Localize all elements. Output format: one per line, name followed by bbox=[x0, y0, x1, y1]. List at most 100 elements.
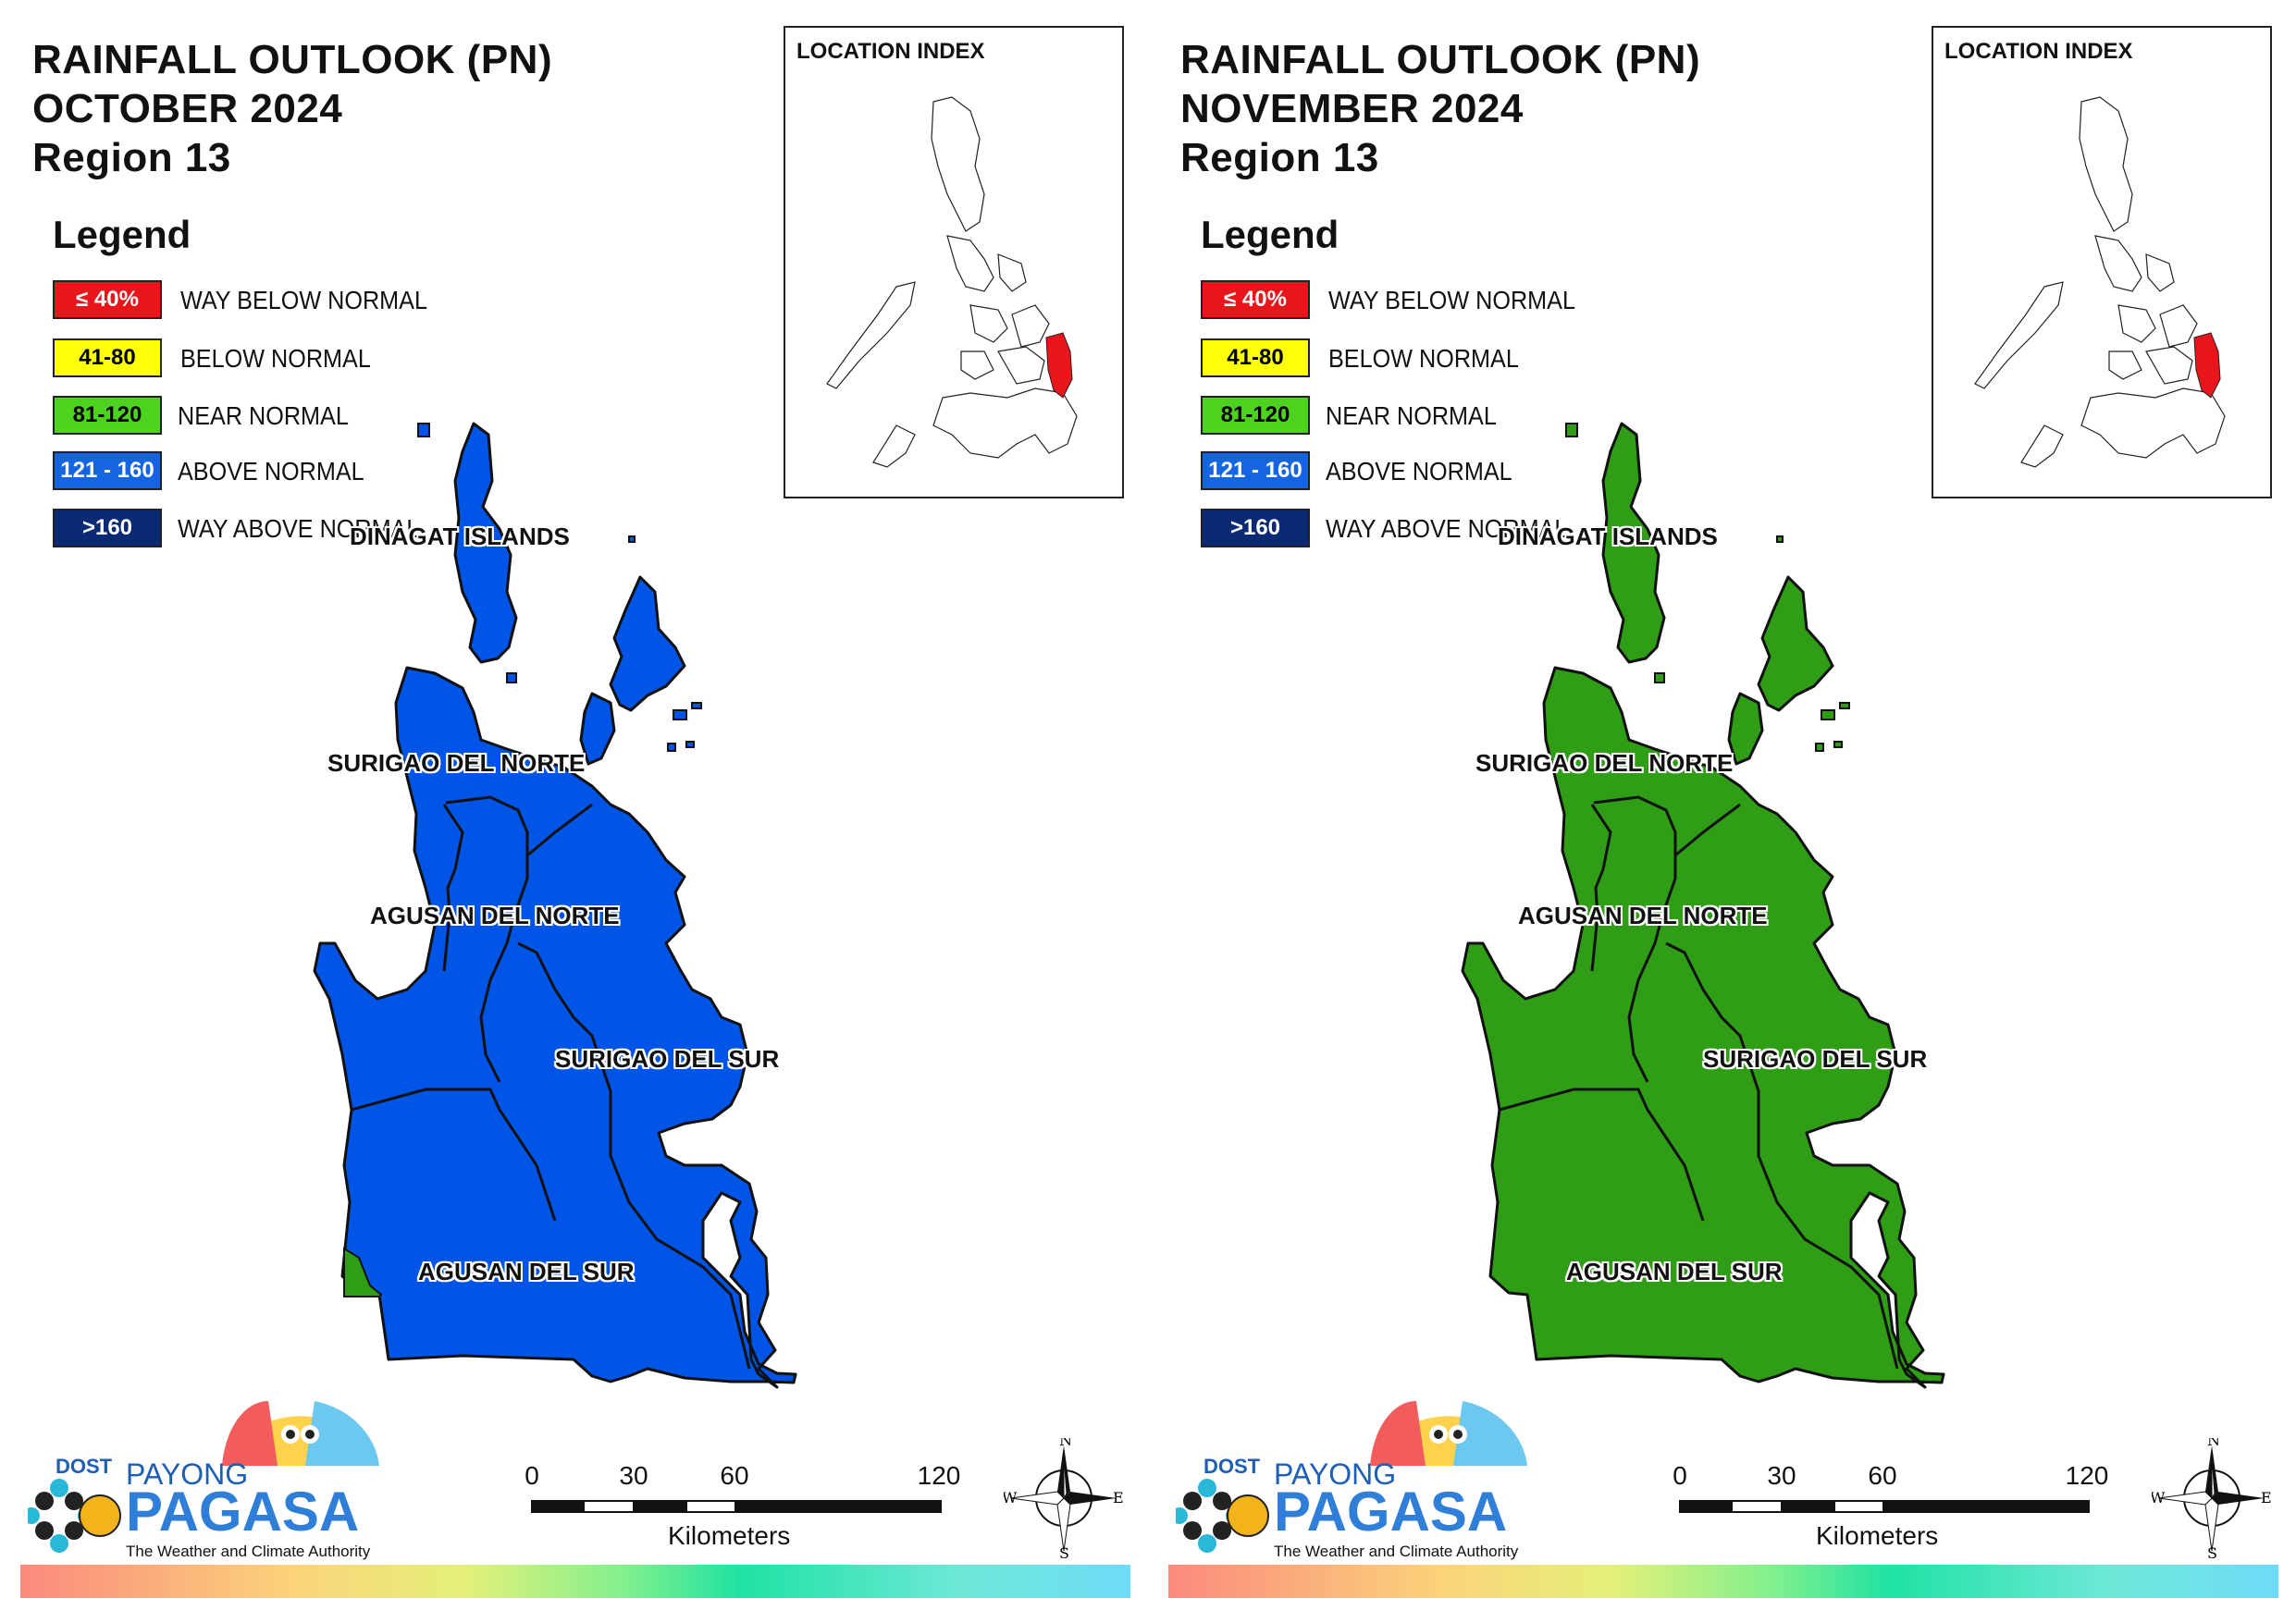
boundary-ss-as bbox=[517, 941, 751, 1370]
region-map bbox=[1461, 422, 1945, 1389]
logo-tagline: The Weather and Climate Authority bbox=[1274, 1543, 1519, 1560]
brand-gradient-bar bbox=[20, 1565, 1130, 1598]
map-title: RAINFALL OUTLOOK (PN) OCTOBER 2024 Regio… bbox=[32, 35, 552, 182]
region-map bbox=[313, 422, 797, 1389]
compass-e: E bbox=[2261, 1489, 2272, 1506]
scale-seg bbox=[1679, 1500, 1731, 1513]
boundary-sn-ss bbox=[526, 803, 593, 857]
legend-swatch: 121 - 160 bbox=[53, 451, 162, 490]
legend-label: ABOVE NORMAL bbox=[1326, 457, 1512, 486]
dinagat-islands-shape bbox=[1601, 422, 1666, 664]
minor-area-shape bbox=[343, 1247, 383, 1297]
title-line-2: OCTOBER 2024 bbox=[32, 86, 343, 131]
boundary-an-as bbox=[351, 1088, 557, 1222]
label-surigao-del-sur: SURIGAO DEL SUR bbox=[555, 1045, 780, 1073]
legend-label: WAY BELOW NORMAL bbox=[180, 286, 427, 314]
label-surigao-del-norte: SURIGAO DEL NORTE bbox=[1475, 749, 1734, 777]
boundary-ss-as bbox=[1665, 941, 1899, 1370]
legend-label: WAY ABOVE NORMAL bbox=[1326, 514, 1568, 543]
logo-pagasa: PAGASA bbox=[126, 1481, 359, 1543]
legend-swatch: >160 bbox=[1201, 509, 1310, 547]
logo-pagasa: PAGASA bbox=[1274, 1481, 1507, 1543]
philippines-outline-map bbox=[826, 96, 1078, 468]
boundary-an-as bbox=[1499, 1088, 1705, 1222]
inset-title: LOCATION INDEX bbox=[1944, 39, 2133, 64]
siargao-island-shape bbox=[609, 575, 686, 712]
scale-tick-60: 60 bbox=[1868, 1461, 1897, 1490]
scale-tick-120: 120 bbox=[917, 1461, 961, 1490]
scale-tick-30: 30 bbox=[619, 1461, 648, 1490]
scale-tick-0: 0 bbox=[525, 1461, 539, 1490]
scale-tick-30: 30 bbox=[1767, 1461, 1796, 1490]
north-arrow-icon: N S W E bbox=[2152, 1438, 2272, 1558]
inset-title: LOCATION INDEX bbox=[796, 39, 985, 64]
title-line-1: RAINFALL OUTLOOK (PN) bbox=[1180, 37, 1701, 82]
boundary-an-inner bbox=[1590, 804, 1612, 972]
siargao-island-shape bbox=[1757, 575, 1834, 712]
legend-swatch: ≤ 40% bbox=[1201, 280, 1310, 319]
scale-seg bbox=[635, 1500, 685, 1513]
legend-label: BELOW NORMAL bbox=[180, 344, 371, 373]
scale-tick-120: 120 bbox=[2065, 1461, 2109, 1490]
scale-seg bbox=[1833, 1500, 1884, 1513]
scale-tick-60: 60 bbox=[720, 1461, 749, 1490]
title-line-3: Region 13 bbox=[1180, 135, 1379, 180]
scale-seg bbox=[736, 1500, 942, 1513]
map-title: RAINFALL OUTLOOK (PN) NOVEMBER 2024 Regi… bbox=[1180, 35, 1700, 182]
label-surigao-del-sur: SURIGAO DEL SUR bbox=[1703, 1045, 1928, 1073]
legend-label: NEAR NORMAL bbox=[178, 401, 349, 430]
payong-pagasa-logo: DOST PAYONG PAGASA The Weather and Clima… bbox=[28, 1400, 379, 1560]
logo-dost: DOST bbox=[56, 1455, 113, 1478]
compass-e: E bbox=[1113, 1489, 1124, 1506]
label-agusan-del-norte: AGUSAN DEL NORTE bbox=[1518, 902, 1768, 929]
compass-s: S bbox=[1059, 1544, 1069, 1558]
label-dinagat-islands: DINAGAT ISLANDS bbox=[350, 523, 570, 550]
legend-label: WAY ABOVE NORMAL bbox=[178, 514, 420, 543]
region13-highlight bbox=[1045, 332, 1073, 399]
legend-swatch: >160 bbox=[53, 509, 162, 547]
scale-seg bbox=[1884, 1500, 2090, 1513]
legend-swatch: 81-120 bbox=[1201, 396, 1310, 435]
legend-swatch: 41-80 bbox=[53, 338, 162, 377]
legend-swatch: 41-80 bbox=[1201, 338, 1310, 377]
scale-unit: Kilometers bbox=[1816, 1521, 1939, 1550]
scale-seg bbox=[583, 1500, 635, 1513]
boundary-an-inner bbox=[442, 804, 464, 972]
scale-seg bbox=[1731, 1500, 1783, 1513]
legend-label: BELOW NORMAL bbox=[1328, 344, 1519, 373]
label-surigao-del-norte: SURIGAO DEL NORTE bbox=[327, 749, 586, 777]
label-agusan-del-norte: AGUSAN DEL NORTE bbox=[370, 902, 620, 929]
brand-gradient-bar bbox=[1168, 1565, 2278, 1598]
bucas-grande-shape bbox=[579, 692, 616, 766]
legend-label: WAY BELOW NORMAL bbox=[1328, 286, 1575, 314]
compass-n: N bbox=[2207, 1438, 2220, 1449]
compass-n: N bbox=[1059, 1438, 1072, 1449]
location-index-inset: LOCATION INDEX bbox=[784, 26, 1124, 498]
outlook-panel-october: RAINFALL OUTLOOK (PN) OCTOBER 2024 Regio… bbox=[20, 26, 1130, 1598]
logo-tagline: The Weather and Climate Authority bbox=[126, 1543, 371, 1560]
title-line-1: RAINFALL OUTLOOK (PN) bbox=[32, 37, 553, 82]
compass-w: W bbox=[2152, 1489, 2166, 1506]
label-agusan-del-sur: AGUSAN DEL SUR bbox=[1566, 1258, 1783, 1285]
legend-title: Legend bbox=[53, 213, 191, 256]
legend-swatch: 121 - 160 bbox=[1201, 451, 1310, 490]
compass-s: S bbox=[2207, 1544, 2217, 1558]
dinagat-islands-shape bbox=[453, 422, 518, 664]
scale-seg bbox=[685, 1500, 736, 1513]
legend-swatch: ≤ 40% bbox=[53, 280, 162, 319]
mainland-shape bbox=[313, 666, 797, 1389]
bucas-grande-shape bbox=[1727, 692, 1764, 766]
boundary-sn-an bbox=[1593, 795, 1677, 1083]
payong-pagasa-logo: DOST PAYONG PAGASA The Weather and Clima… bbox=[1176, 1400, 1527, 1560]
scale-bar: 0 30 60 120 Kilometers bbox=[1673, 1461, 2108, 1550]
title-line-3: Region 13 bbox=[32, 135, 231, 180]
legend-title: Legend bbox=[1201, 213, 1339, 256]
location-index-inset: LOCATION INDEX bbox=[1932, 26, 2272, 498]
scale-bar: 0 30 60 120 Kilometers bbox=[525, 1461, 960, 1550]
title-line-2: NOVEMBER 2024 bbox=[1180, 86, 1524, 131]
region13-highlight bbox=[2193, 332, 2221, 399]
legend-swatch: 81-120 bbox=[53, 396, 162, 435]
mainland-shape bbox=[1461, 666, 1945, 1389]
boundary-sn-ss bbox=[1674, 803, 1741, 857]
scale-unit: Kilometers bbox=[668, 1521, 791, 1550]
